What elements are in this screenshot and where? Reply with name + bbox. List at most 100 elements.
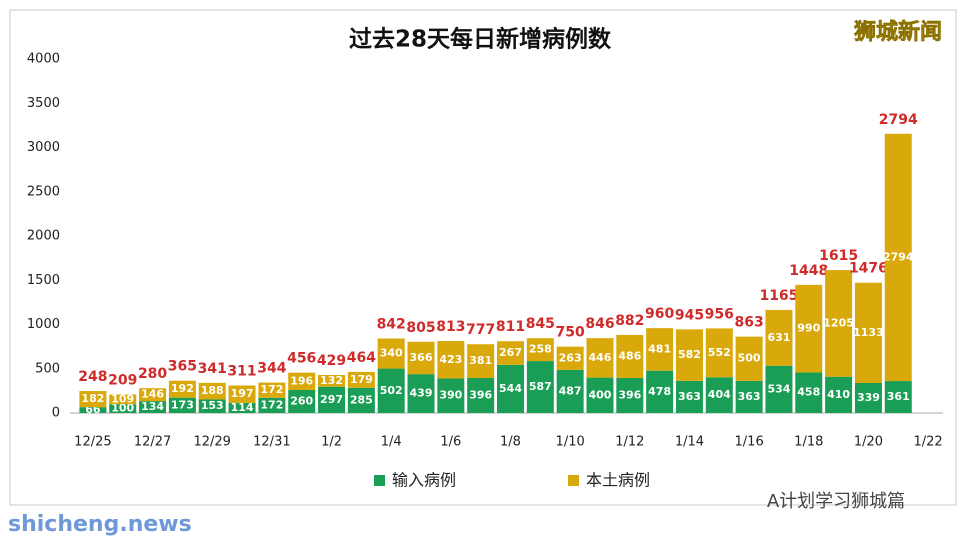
segment-label: 182 [81,392,104,405]
bar-segment [437,341,465,379]
bar-segment [765,365,793,413]
bar-segment [735,336,763,381]
segment-label: 363 [738,390,761,403]
total-label: 882 [615,313,644,329]
bar-segment [526,361,554,413]
y-tick-label: 500 [35,361,60,376]
y-tick-label: 1500 [27,273,60,288]
bar-segment [79,391,107,408]
bar-segment [556,369,584,413]
segment-label: 153 [201,399,224,412]
segment-label: 1133 [853,326,884,339]
y-tick-label: 2500 [27,184,60,199]
segment-label: 381 [469,354,492,367]
y-tick-label: 4000 [27,52,60,67]
segment-label: 478 [648,385,671,398]
segment-label: 1205 [823,316,854,329]
segment-label: 263 [559,351,582,364]
footer-watermark: shicheng.news [8,512,192,537]
x-tick-label: 12/29 [193,435,230,450]
segment-label: 423 [439,353,462,366]
chart-title: 过去28天每日新增病例数 [349,26,612,53]
segment-label: 582 [678,348,701,361]
bar-segment [795,372,823,413]
segment-label: 188 [201,384,224,397]
x-tick-label: 1/22 [913,435,942,450]
bar-segment [646,370,674,413]
bar-segment [318,375,346,387]
segment-label: 132 [320,374,343,387]
total-label: 341 [198,361,227,377]
total-label: 845 [526,316,555,332]
bar-segment [586,377,614,413]
bar-segment [675,329,703,381]
bar-segment [884,133,912,382]
bar-segment [109,404,137,413]
segment-label: 410 [827,388,850,401]
total-label: 956 [705,306,734,322]
segment-label: 109 [111,392,134,405]
x-tick-label: 1/12 [615,435,644,450]
bar-segment [198,382,226,400]
segment-label: 192 [171,382,194,395]
bar-segment [467,344,495,378]
segment-label: 534 [767,382,790,395]
segment-label: 587 [529,380,552,393]
legend-swatch [568,475,579,486]
segment-label: 173 [171,398,194,411]
total-label: 209 [108,373,137,389]
bar-segment [407,341,435,375]
bar-segment [586,338,614,378]
y-tick-label: 2000 [27,229,60,244]
segment-label: 260 [290,394,313,407]
bar-segment [347,371,375,388]
segment-label: 146 [141,388,164,401]
segment-label: 396 [469,388,492,401]
bar-segment [139,388,167,402]
bar-segment [168,397,196,413]
total-label: 1165 [759,288,798,304]
bar-segment [556,346,584,370]
bar-segment [825,270,853,377]
total-label: 846 [585,316,614,332]
bar-segment [795,284,823,373]
segment-label: 114 [231,401,254,414]
total-label: 842 [377,316,406,332]
bar-segment [288,372,316,390]
segment-label: 458 [797,386,820,399]
bar-segment [79,407,107,413]
bar-segment [854,382,882,413]
bar-segment [735,380,763,413]
bar-segment [467,377,495,413]
bar-segment [258,382,286,398]
segment-label: 285 [350,393,373,406]
x-tick-label: 12/31 [253,435,290,450]
y-tick-label: 1000 [27,317,60,332]
total-label: 280 [138,366,167,382]
segment-label: 404 [708,388,731,401]
bar-segment [765,309,793,366]
total-label: 248 [78,369,107,385]
segment-label: 500 [738,352,761,365]
segment-label: 2794 [883,250,914,263]
x-tick-label: 1/18 [794,435,823,450]
total-label: 1615 [819,248,858,264]
x-tick-label: 1/14 [675,435,704,450]
bar-segment [526,338,554,362]
bar-segment [825,376,853,413]
legend-swatch [374,475,385,486]
total-label: 960 [645,306,674,322]
segment-label: 487 [559,384,582,397]
total-label: 863 [735,315,764,331]
segment-label: 396 [618,388,641,401]
x-tick-label: 1/10 [556,435,585,450]
segment-label: 100 [111,402,134,415]
bar-segment [616,377,644,413]
bar-segment [646,328,674,371]
bar-segment [854,282,882,383]
footer-source: A计划学习狮城篇 [767,491,905,512]
segment-label: 631 [767,331,790,344]
bar-segment [288,389,316,413]
